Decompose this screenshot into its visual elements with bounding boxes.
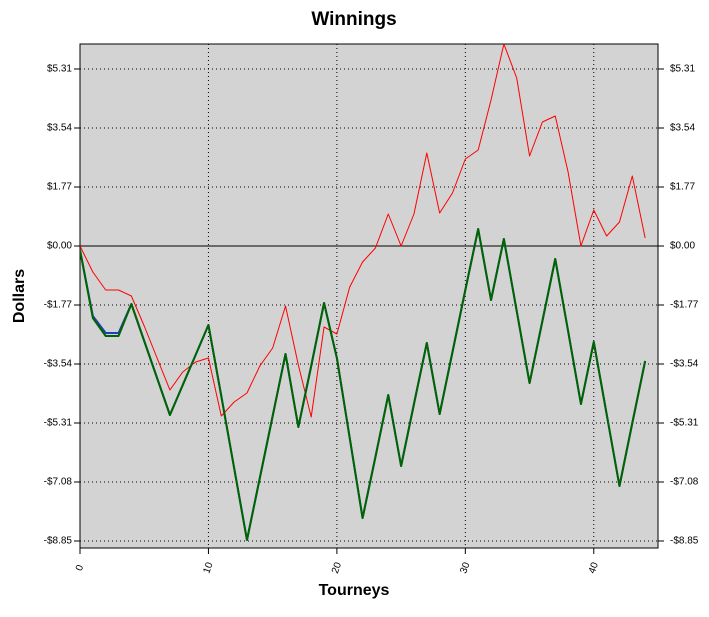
x-tick-label: 20: [330, 561, 344, 576]
y2-tick-label: -$3.54: [670, 359, 699, 370]
series-line: [80, 44, 646, 418]
y-tick-label: $1.77: [47, 182, 72, 193]
series-line: [80, 228, 647, 541]
y2-tick-label: -$5.31: [670, 418, 699, 429]
y2-tick-label: $1.77: [670, 182, 695, 193]
y-axis-label: Dollars: [11, 269, 28, 323]
y2-tick-label: $5.31: [670, 64, 695, 75]
y-tick-label: -$3.54: [44, 359, 73, 370]
y-tick-label: $5.31: [47, 64, 72, 75]
y2-tick-label: -$8.85: [670, 536, 699, 547]
x-tick-label: 30: [458, 561, 472, 576]
y-tick-label: -$1.77: [44, 300, 73, 311]
y-tick-label: -$7.08: [44, 477, 73, 488]
x-axis-label: Tourneys: [319, 582, 390, 599]
plot-background: [80, 44, 658, 548]
x-tick-label: 40: [587, 561, 601, 576]
y-tick-label: -$5.31: [44, 418, 73, 429]
y-tick-label: $0.00: [47, 241, 72, 252]
chart-title: Winnings: [311, 9, 396, 30]
x-tick-label: 0: [74, 563, 86, 572]
y-tick-label: $3.54: [47, 123, 72, 134]
x-tick-label: 10: [202, 561, 216, 576]
y2-tick-label: $0.00: [670, 241, 695, 252]
plot-frame: [79, 43, 659, 549]
plot-lines: [80, 44, 647, 541]
y2-tick-label: -$1.77: [670, 300, 699, 311]
y2-tick-label: -$7.08: [670, 477, 699, 488]
y-tick-label: -$8.85: [44, 536, 73, 547]
y2-tick-label: $3.54: [670, 123, 695, 134]
